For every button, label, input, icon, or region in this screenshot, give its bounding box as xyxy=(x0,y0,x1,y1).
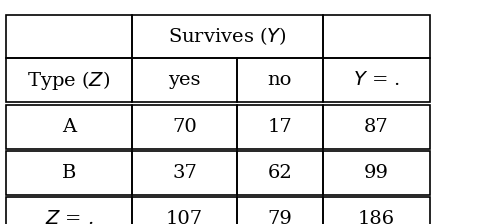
Text: Survives ($Y$): Survives ($Y$) xyxy=(168,26,287,47)
Text: 99: 99 xyxy=(364,164,389,182)
Bar xyxy=(237,151,323,195)
Bar xyxy=(237,105,323,149)
Bar xyxy=(6,15,132,58)
Bar xyxy=(132,105,237,149)
Bar xyxy=(323,15,430,58)
Bar xyxy=(237,197,323,224)
Bar xyxy=(323,105,430,149)
Text: yes: yes xyxy=(169,71,201,89)
Bar xyxy=(132,151,237,195)
Text: A: A xyxy=(62,118,76,136)
Text: $Z$ = .: $Z$ = . xyxy=(45,210,93,224)
Bar xyxy=(6,197,132,224)
Text: 37: 37 xyxy=(172,164,197,182)
Text: 186: 186 xyxy=(358,210,395,224)
Bar xyxy=(6,151,132,195)
Text: 107: 107 xyxy=(166,210,203,224)
Text: 17: 17 xyxy=(268,118,292,136)
Bar xyxy=(132,58,237,102)
Text: 87: 87 xyxy=(364,118,388,136)
Bar xyxy=(323,197,430,224)
Bar xyxy=(237,58,323,102)
Text: Type ($Z$): Type ($Z$) xyxy=(27,69,111,92)
Bar xyxy=(6,105,132,149)
Text: B: B xyxy=(62,164,76,182)
Text: $Y$ = .: $Y$ = . xyxy=(353,71,399,89)
Bar xyxy=(132,15,323,58)
Text: 79: 79 xyxy=(267,210,293,224)
Bar xyxy=(323,151,430,195)
Bar xyxy=(6,58,132,102)
Bar xyxy=(323,58,430,102)
Text: 70: 70 xyxy=(173,118,197,136)
Bar xyxy=(132,197,237,224)
Text: no: no xyxy=(268,71,292,89)
Text: 62: 62 xyxy=(268,164,292,182)
